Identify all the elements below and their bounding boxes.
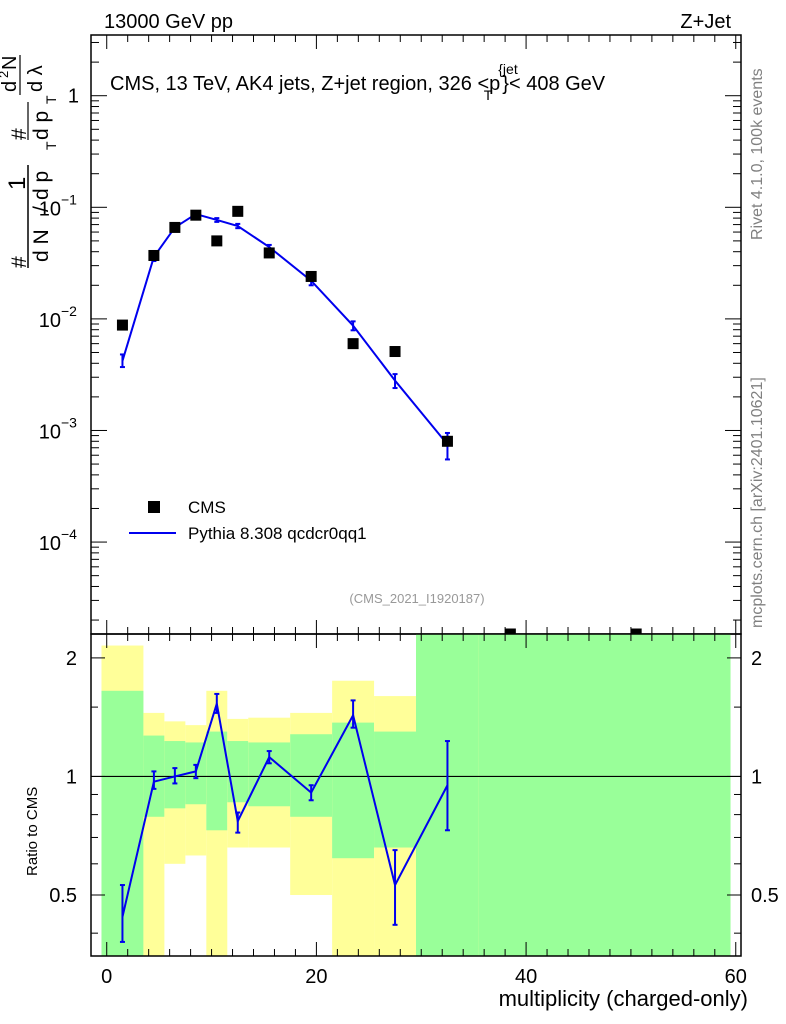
x-tick-label: 20 bbox=[305, 966, 327, 988]
ratio-y-tick-label: 1 bbox=[66, 766, 77, 788]
ratio-y-tick-label-right: 1 bbox=[751, 766, 762, 788]
x-tick-label: 0 bbox=[101, 966, 112, 988]
ratio-y-tick-label: 0.5 bbox=[49, 885, 77, 907]
ylabel-deriv-den: d λ bbox=[25, 65, 47, 92]
rivet-label: Rivet 4.1.0, 100k events bbox=[749, 68, 766, 240]
main-y-tick-label: 1 bbox=[68, 86, 79, 108]
ylabel-frac1-num: 1 bbox=[4, 177, 31, 190]
ratio-y-tick-label: 2 bbox=[66, 648, 77, 670]
cms-data-point bbox=[169, 221, 181, 233]
inner-band-bin bbox=[374, 731, 416, 848]
main-y-tick-label: 10 bbox=[39, 198, 61, 220]
main-y-tick-exponent: −1 bbox=[61, 191, 77, 207]
inner-band-bin bbox=[478, 634, 731, 956]
inner-band-bin bbox=[206, 731, 228, 831]
x-tick-label: 40 bbox=[515, 966, 537, 988]
ylabel-deriv-num: d bbox=[0, 81, 21, 92]
cms-data-point bbox=[232, 205, 244, 217]
ratio-y-tick-label-right: 2 bbox=[751, 648, 762, 670]
cms-data-point bbox=[211, 235, 223, 247]
analysis-watermark: (CMS_2021_I1920187) bbox=[349, 591, 484, 606]
x-tick-label: 60 bbox=[725, 966, 747, 988]
cms-data-point bbox=[347, 338, 359, 350]
cms-data-point bbox=[116, 319, 128, 331]
ylabel-den-lead: d N bbox=[30, 229, 53, 262]
cms-data-point bbox=[148, 249, 160, 261]
ratio-frame bbox=[90, 633, 742, 957]
chart-title: CMS, 13 TeV, AK4 jets, Z+jet region, 326… bbox=[110, 61, 606, 103]
ylabel-deriv-sup: 2 bbox=[0, 71, 11, 78]
ratio-panel: 0.5 0.51 12 20 20 40 60 bbox=[49, 633, 779, 988]
ylabel-den-tail: d p bbox=[30, 171, 53, 200]
cms-data-point bbox=[389, 346, 401, 358]
chart-title-sub: T bbox=[484, 87, 493, 103]
main-y-tick-label: 10 bbox=[39, 421, 61, 443]
ratio-y-tick-label-right: 0.5 bbox=[751, 885, 779, 907]
header-right: Z+Jet bbox=[680, 11, 731, 33]
main-frame bbox=[90, 34, 742, 635]
ratio-y-axis-label: Ratio to CMS bbox=[24, 787, 41, 876]
mcplots-label: mcplots.cern.ch [arXiv:2401.10621] bbox=[749, 377, 766, 628]
legend-mc-label: Pythia 8.308 qcdcr0qq1 bbox=[188, 524, 367, 543]
ylabel-sub-t1: T bbox=[43, 141, 59, 150]
ylabel-frac2-den: d p bbox=[30, 111, 53, 140]
header-left: 13000 GeV pp bbox=[104, 11, 233, 33]
legend-cms-marker bbox=[148, 501, 160, 513]
inner-band-bin bbox=[290, 734, 333, 817]
main-y-tick-exponent: −4 bbox=[61, 526, 77, 542]
main-y-axis-label: # 1 d N / d p T # d p T d 2 N d λ bbox=[0, 55, 59, 268]
main-y-tick-exponent: −2 bbox=[61, 303, 77, 319]
ylabel-frac1-hash: # bbox=[8, 256, 31, 268]
main-y-tick-label: 10 bbox=[39, 310, 61, 332]
cms-data-point bbox=[441, 435, 453, 447]
inner-band-bin bbox=[332, 722, 375, 859]
ylabel-slash: / bbox=[30, 206, 53, 212]
cms-data-point bbox=[190, 209, 202, 221]
x-axis-label: multiplicity (charged-only) bbox=[499, 986, 748, 1011]
ylabel-deriv-n: N bbox=[0, 56, 21, 70]
main-y-tick-exponent: −3 bbox=[61, 414, 77, 430]
chart-title-tail: }< 408 GeV bbox=[502, 73, 606, 95]
ylabel-sub-t2: T bbox=[43, 95, 59, 104]
inner-band-bin bbox=[227, 741, 249, 803]
mc-line bbox=[121, 212, 449, 446]
main-y-tick-label: 10 bbox=[39, 533, 61, 555]
legend-cms-label: CMS bbox=[188, 498, 226, 517]
cms-data-point bbox=[305, 270, 317, 282]
cms-data-point bbox=[263, 247, 275, 259]
ylabel-frac2-num: # bbox=[8, 128, 31, 140]
chart-title-main: CMS, 13 TeV, AK4 jets, Z+jet region, 326… bbox=[110, 73, 500, 95]
chart-title-sup: {jet bbox=[498, 61, 518, 77]
